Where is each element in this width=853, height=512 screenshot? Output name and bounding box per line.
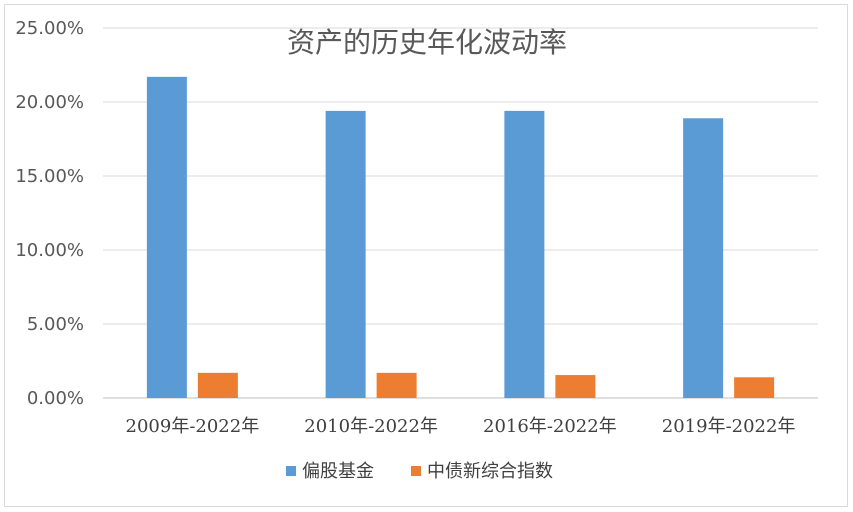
x-tick-label: 2016年-2022年 bbox=[483, 416, 617, 437]
bar-equity-fund bbox=[683, 118, 724, 398]
y-axis-ticks: 0.00% 5.00% 10.00% 15.00% 20.00% 25.00% bbox=[15, 18, 84, 409]
y-tick-label: 10.00% bbox=[15, 240, 84, 261]
legend-label: 偏股基金 bbox=[302, 461, 374, 482]
y-tick-label: 20.00% bbox=[15, 92, 84, 113]
bars bbox=[146, 76, 775, 398]
y-tick-label: 25.00% bbox=[15, 18, 84, 39]
bar-equity-fund bbox=[504, 110, 545, 398]
legend-swatch bbox=[286, 466, 296, 476]
y-tick-label: 15.00% bbox=[15, 166, 84, 187]
x-tick-label: 2019年-2022年 bbox=[662, 416, 796, 437]
y-tick-label: 5.00% bbox=[27, 314, 84, 335]
x-axis-ticks: 2009年-2022年 2010年-2022年 2016年-2022年 2019年-2… bbox=[126, 416, 796, 437]
x-tick-label: 2010年-2022年 bbox=[304, 416, 438, 437]
x-tick-label: 2009年-2022年 bbox=[126, 416, 260, 437]
bar-equity-fund bbox=[146, 76, 187, 398]
chart-title: 资产的历史年化波动率 bbox=[287, 26, 567, 59]
bar-equity-fund bbox=[325, 110, 366, 398]
bar-bond-index bbox=[197, 372, 238, 398]
bar-bond-index bbox=[376, 372, 417, 398]
bar-bond-index bbox=[555, 375, 596, 398]
y-tick-label: 0.00% bbox=[27, 388, 84, 409]
legend: 偏股基金 中债新综合指数 bbox=[286, 461, 553, 482]
legend-swatch bbox=[411, 466, 421, 476]
bar-bond-index bbox=[734, 377, 775, 398]
legend-label: 中债新综合指数 bbox=[427, 461, 553, 482]
